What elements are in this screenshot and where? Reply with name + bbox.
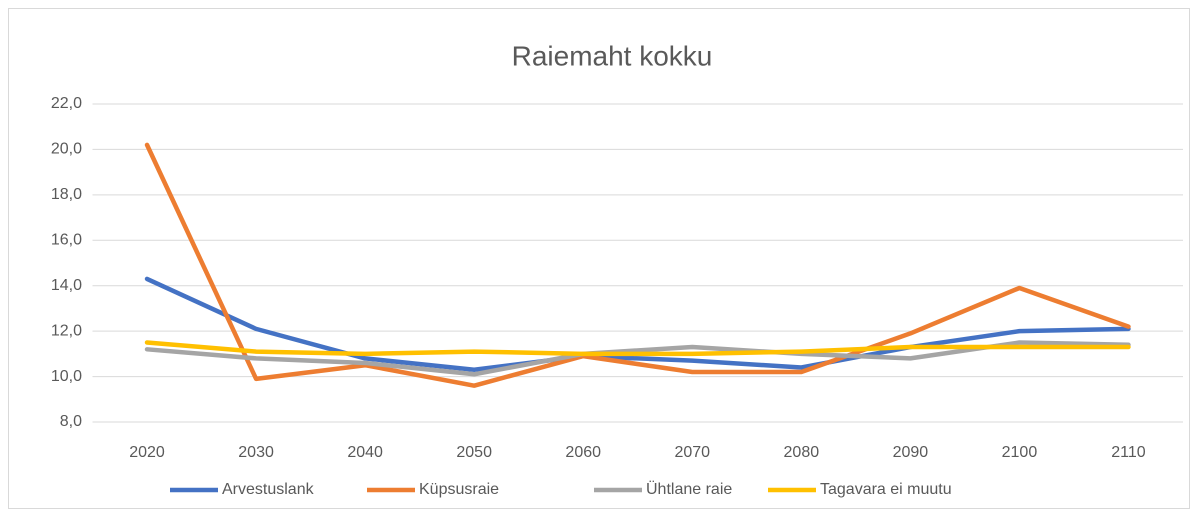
x-tick-label: 2070 [674,444,710,461]
line-series [144,340,1131,377]
x-tick-label: 2060 [565,444,601,461]
x-tick-label: 2020 [129,444,165,461]
chart-border [8,8,1190,509]
y-tick-label: 12,0 [51,322,82,339]
line-series [144,142,1131,388]
chart-title: Raiemaht kokku [512,40,713,71]
x-tick-label: 2030 [238,444,274,461]
y-tick-label: 10,0 [51,368,82,385]
legend-label: Arvestuslank [222,481,315,498]
line-series [144,340,1131,357]
y-tick-label: 8,0 [60,413,82,430]
x-tick-label: 2050 [456,444,492,461]
y-tick-label: 16,0 [51,232,82,249]
x-tick-label: 2110 [1111,444,1146,461]
legend-label: Ühtlane raie [646,480,732,498]
x-tick-label: 2080 [784,444,820,461]
x-tick-label: 2090 [893,444,929,461]
y-tick-label: 18,0 [51,186,82,203]
x-tick-label: 2100 [1002,444,1038,461]
x-tick-label: 2040 [347,444,383,461]
y-tick-label: 20,0 [51,141,82,158]
line-series [144,276,1131,373]
legend-label: Tagavara ei muutu [820,481,952,498]
y-tick-label: 14,0 [51,277,82,294]
legend-label: Küpsusraie [419,481,499,498]
y-tick-label: 22,0 [51,95,82,112]
